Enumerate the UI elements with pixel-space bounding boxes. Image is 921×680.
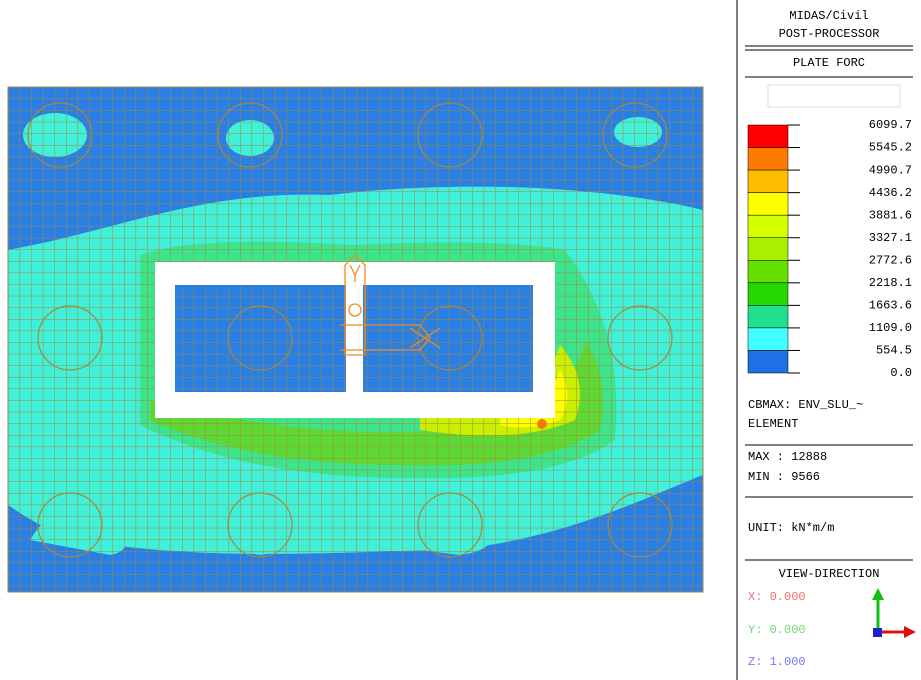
legend-label: 4436.2 (869, 186, 912, 200)
legend-label: 2772.6 (869, 253, 912, 267)
unit: UNIT: kN*m/m (748, 521, 834, 535)
legend-swatch (747, 305, 789, 329)
view-z: Z: 1.000 (748, 655, 806, 669)
piles-inner (227, 305, 483, 371)
legend-swatch (747, 350, 789, 374)
view-x: X: 0.000 (748, 590, 806, 604)
legend-label: 1663.6 (869, 299, 912, 313)
axis-symbol (340, 254, 441, 356)
legend-swatch (747, 282, 789, 306)
info-panel: MIDAS/Civil POST-PROCESSOR PLATE FORC 60… (736, 0, 916, 680)
plate-border (7, 86, 704, 593)
legend-swatch (747, 147, 789, 171)
legend-label: 1109.0 (869, 321, 912, 335)
cbmax-element: ELEMENT (748, 417, 798, 431)
legend-swatch (747, 327, 789, 351)
legend-swatch (747, 237, 789, 261)
input-box[interactable] (767, 84, 901, 108)
result-type: PLATE FORC (793, 56, 865, 70)
legend-swatch (747, 214, 789, 238)
opening-frame (155, 262, 555, 418)
legend-swatch (747, 124, 789, 148)
opening-mesh (175, 285, 533, 392)
max-value: MAX : 12888 (748, 450, 827, 464)
legend-label: 554.5 (876, 344, 912, 358)
program-name: MIDAS/Civil (789, 9, 868, 23)
legend-label: 3327.1 (869, 231, 912, 245)
legend-label: 0.0 (890, 366, 912, 380)
view-y: Y: 0.000 (748, 623, 806, 637)
view-direction-title: VIEW-DIRECTION (779, 567, 880, 581)
program-module: POST-PROCESSOR (779, 27, 880, 41)
legend-swatch (747, 192, 789, 216)
legend-swatch (747, 260, 789, 284)
min-value: MIN : 9566 (748, 470, 820, 484)
legend-label: 6099.7 (869, 118, 912, 132)
view-triad (872, 588, 916, 638)
legend-swatch (747, 169, 789, 193)
legend-label: 5545.2 (869, 141, 912, 155)
legend: 6099.7 5545.2 4990.7 4436.2 3881.6 3327.1 2772… (747, 118, 912, 380)
cbmax: CBMAX: ENV_SLU_~ (748, 398, 863, 412)
legend-label: 4990.7 (869, 163, 912, 177)
legend-label: 3881.6 (869, 208, 912, 222)
legend-label: 2218.1 (869, 276, 912, 290)
contour-plot (8, 87, 703, 592)
